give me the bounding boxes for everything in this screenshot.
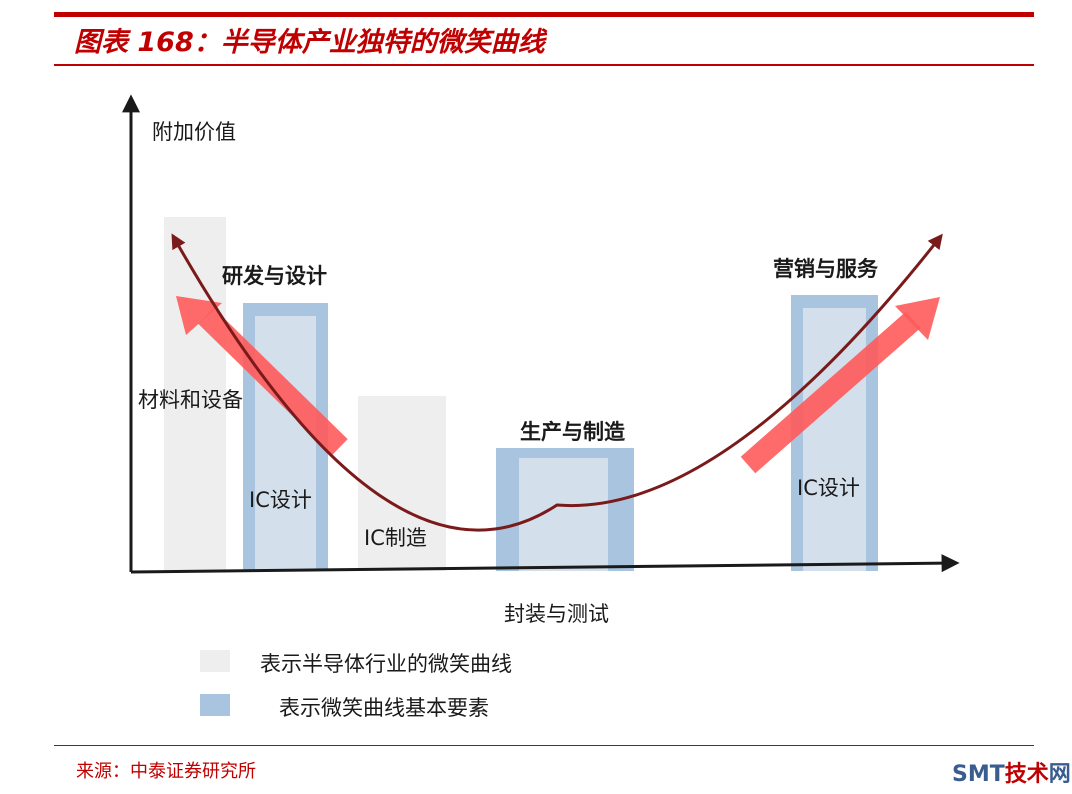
label-ic-design-left: IC设计	[249, 488, 312, 512]
label-production-manufacturing: 生产与制造	[520, 420, 625, 444]
label-ic-design-right: IC设计	[797, 476, 860, 500]
legend-label-elements: 表示微笑曲线基本要素	[279, 696, 489, 720]
watermark-text-b: 技术	[1004, 762, 1049, 787]
bar-production-manufacturing-inner	[519, 458, 608, 571]
y-axis-label: 附加价值	[152, 120, 236, 144]
label-ic-manufacturing: IC制造	[364, 526, 427, 550]
top-accent-bar	[54, 12, 1034, 17]
footer-rule	[54, 745, 1034, 746]
figure-title: 图表 168：半导体产业独特的微笑曲线	[74, 27, 545, 58]
smile-curve	[171, 233, 943, 532]
x-axis	[130, 554, 960, 574]
label-materials-equipment: 材料和设备	[138, 388, 243, 412]
bar-ic-manufacturing	[358, 396, 446, 571]
trend-arrow-right	[740, 297, 940, 474]
bar-ic-design-right-inner	[803, 308, 866, 571]
watermark-text-a: SMT	[952, 762, 1005, 787]
legend-swatch-industry	[200, 650, 230, 672]
bar-ic-design-left-inner	[255, 316, 316, 571]
trend-arrow-left	[176, 296, 348, 455]
label-marketing-service: 营销与服务	[773, 257, 878, 281]
watermark-text-c: 网	[1048, 762, 1071, 787]
legend-label-industry: 表示半导体行业的微笑曲线	[260, 652, 512, 676]
source-note: 来源：中泰证券研究所	[76, 761, 256, 782]
legend-swatch-elements	[200, 694, 230, 716]
watermark-logo: SMT技术网	[952, 756, 1071, 788]
x-axis-label: 封装与测试	[504, 602, 609, 626]
label-rd-design: 研发与设计	[222, 264, 327, 288]
title-underline	[54, 64, 1034, 66]
